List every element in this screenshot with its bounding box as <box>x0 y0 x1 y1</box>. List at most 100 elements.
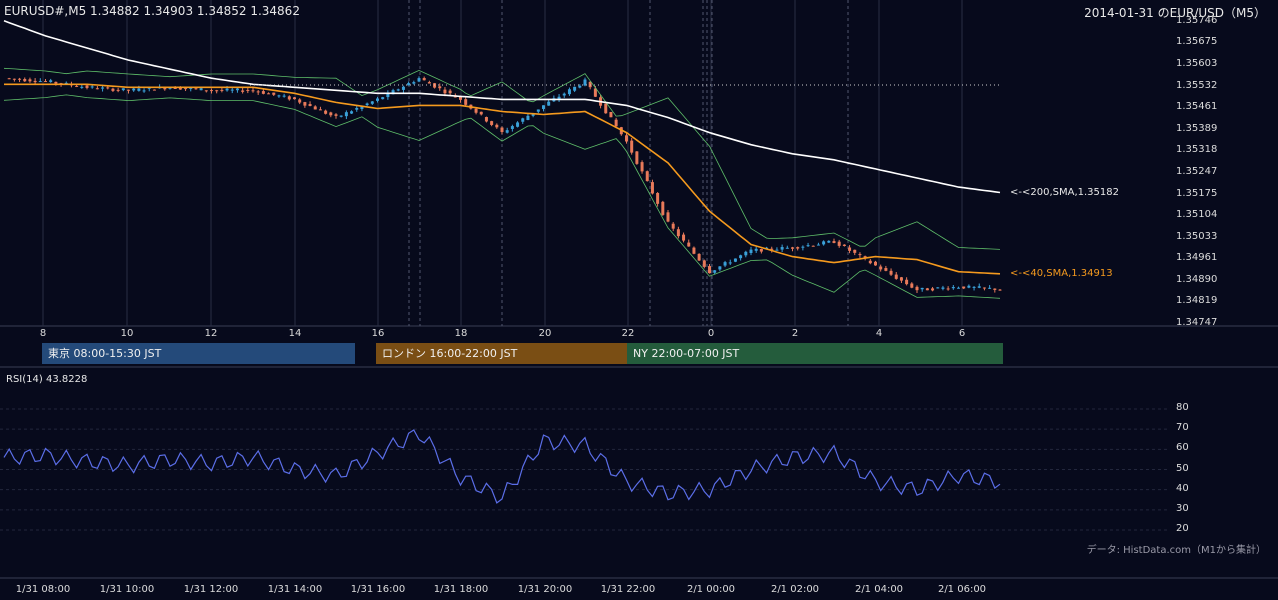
candle-body <box>993 288 997 290</box>
rsi-axis-label: 40 <box>1176 482 1189 494</box>
candle-body <box>381 97 385 100</box>
candle-body <box>235 88 239 91</box>
candle-body <box>438 86 442 89</box>
hour-axis-label: 14 <box>288 328 302 339</box>
price-axis-label: 1.34819 <box>1176 295 1218 307</box>
candle-body <box>765 247 769 249</box>
candle-body <box>132 88 136 91</box>
candle-body <box>723 262 727 266</box>
candle-body <box>630 140 634 153</box>
rsi-axis-label: 30 <box>1176 502 1189 514</box>
candle-body <box>370 101 374 104</box>
symbol-info: EURUSD#,M5 1.34882 1.34903 1.34852 1.348… <box>4 4 300 18</box>
chart-title: 2014-01-31 のEUR/USD（M5） <box>1084 6 1266 20</box>
candle-body <box>656 192 660 204</box>
candle-body <box>163 88 167 90</box>
candle-body <box>542 105 545 109</box>
candle-body <box>391 90 395 95</box>
candle-body <box>147 87 151 89</box>
candle-body <box>479 111 483 115</box>
candle-body <box>189 87 193 89</box>
candle-body <box>80 86 84 88</box>
candle-body <box>401 86 405 90</box>
candle-body <box>614 119 618 127</box>
session-tokyo: 東京 08:00-15:30 JST <box>42 343 355 364</box>
price-axis-label: 1.35461 <box>1176 101 1218 113</box>
price-axis-label: 1.35175 <box>1176 187 1218 199</box>
candle-body <box>204 90 208 92</box>
time-axis-label: 1/31 22:00 <box>600 584 656 595</box>
candle-body <box>708 266 711 274</box>
candle-body <box>334 114 338 116</box>
candle-body <box>837 241 841 246</box>
candle-body <box>510 126 514 129</box>
candle-body <box>946 288 950 290</box>
candle-body <box>484 117 488 122</box>
candle-body <box>308 104 312 106</box>
candle-body <box>12 78 16 80</box>
candle-body <box>848 247 852 251</box>
candle-body <box>666 212 670 222</box>
price-axis-label: 1.35033 <box>1176 230 1218 242</box>
time-axis-label: 2/1 00:00 <box>686 584 736 595</box>
candle-body <box>464 99 468 105</box>
candle-body <box>350 111 354 114</box>
candle-body <box>583 79 587 86</box>
time-axis-label: 1/31 14:00 <box>267 584 323 595</box>
candle-body <box>210 90 213 92</box>
session-ny: NY 22:00-07:00 JST <box>627 343 1003 364</box>
hour-axis-label: 8 <box>39 328 47 339</box>
candle-body <box>744 251 748 256</box>
candle-body <box>770 248 774 250</box>
price-axis-label: 1.35746 <box>1176 15 1218 26</box>
candle-body <box>44 81 47 83</box>
candle-body <box>671 223 675 229</box>
candle-body <box>687 242 691 247</box>
candle-body <box>645 171 649 182</box>
candle-body <box>111 88 115 91</box>
hour-axis-label: 6 <box>958 328 966 339</box>
candle-body <box>988 287 992 289</box>
candle-body <box>733 258 737 262</box>
candle-body <box>853 249 857 253</box>
candle-body <box>822 241 826 245</box>
time-axis-label: 1/31 12:00 <box>183 584 239 595</box>
candle-body <box>178 87 182 90</box>
price-axis-label: 1.35603 <box>1176 58 1218 70</box>
hour-axis-label: 10 <box>120 328 134 339</box>
candle-body <box>474 108 478 113</box>
hour-axis-label: 22 <box>621 328 635 339</box>
candle-body <box>106 87 110 89</box>
candle-body <box>28 79 32 82</box>
candle-body <box>894 274 898 279</box>
candle-body <box>951 287 955 289</box>
time-axis-label: 1/31 08:00 <box>15 584 71 595</box>
candle-body <box>184 88 188 90</box>
candle-body <box>816 244 820 246</box>
candle-body <box>625 135 628 142</box>
candle-body <box>972 286 976 288</box>
candle-body <box>90 86 94 88</box>
candle-body <box>199 88 203 91</box>
candle-body <box>661 201 665 215</box>
candle-body <box>557 96 561 100</box>
candle-body <box>536 109 540 112</box>
candle-body <box>697 253 701 261</box>
time-axis-label: 2/1 04:00 <box>854 584 904 595</box>
candle-body <box>355 108 359 110</box>
candle-body <box>324 110 328 114</box>
candle-body <box>936 287 940 289</box>
candle-body <box>251 90 255 92</box>
candle-body <box>137 88 141 91</box>
hour-axis-label: 2 <box>791 328 799 339</box>
candle-body <box>287 96 291 100</box>
candle-body <box>396 89 400 91</box>
candle-body <box>505 130 509 133</box>
candle-body <box>116 89 120 91</box>
data-source-note: データ: HistData.com（M1から集計） <box>1086 545 1266 556</box>
candle-body <box>18 78 22 80</box>
candle-body <box>339 115 343 117</box>
candle-body <box>422 78 426 81</box>
candle-body <box>842 244 846 246</box>
